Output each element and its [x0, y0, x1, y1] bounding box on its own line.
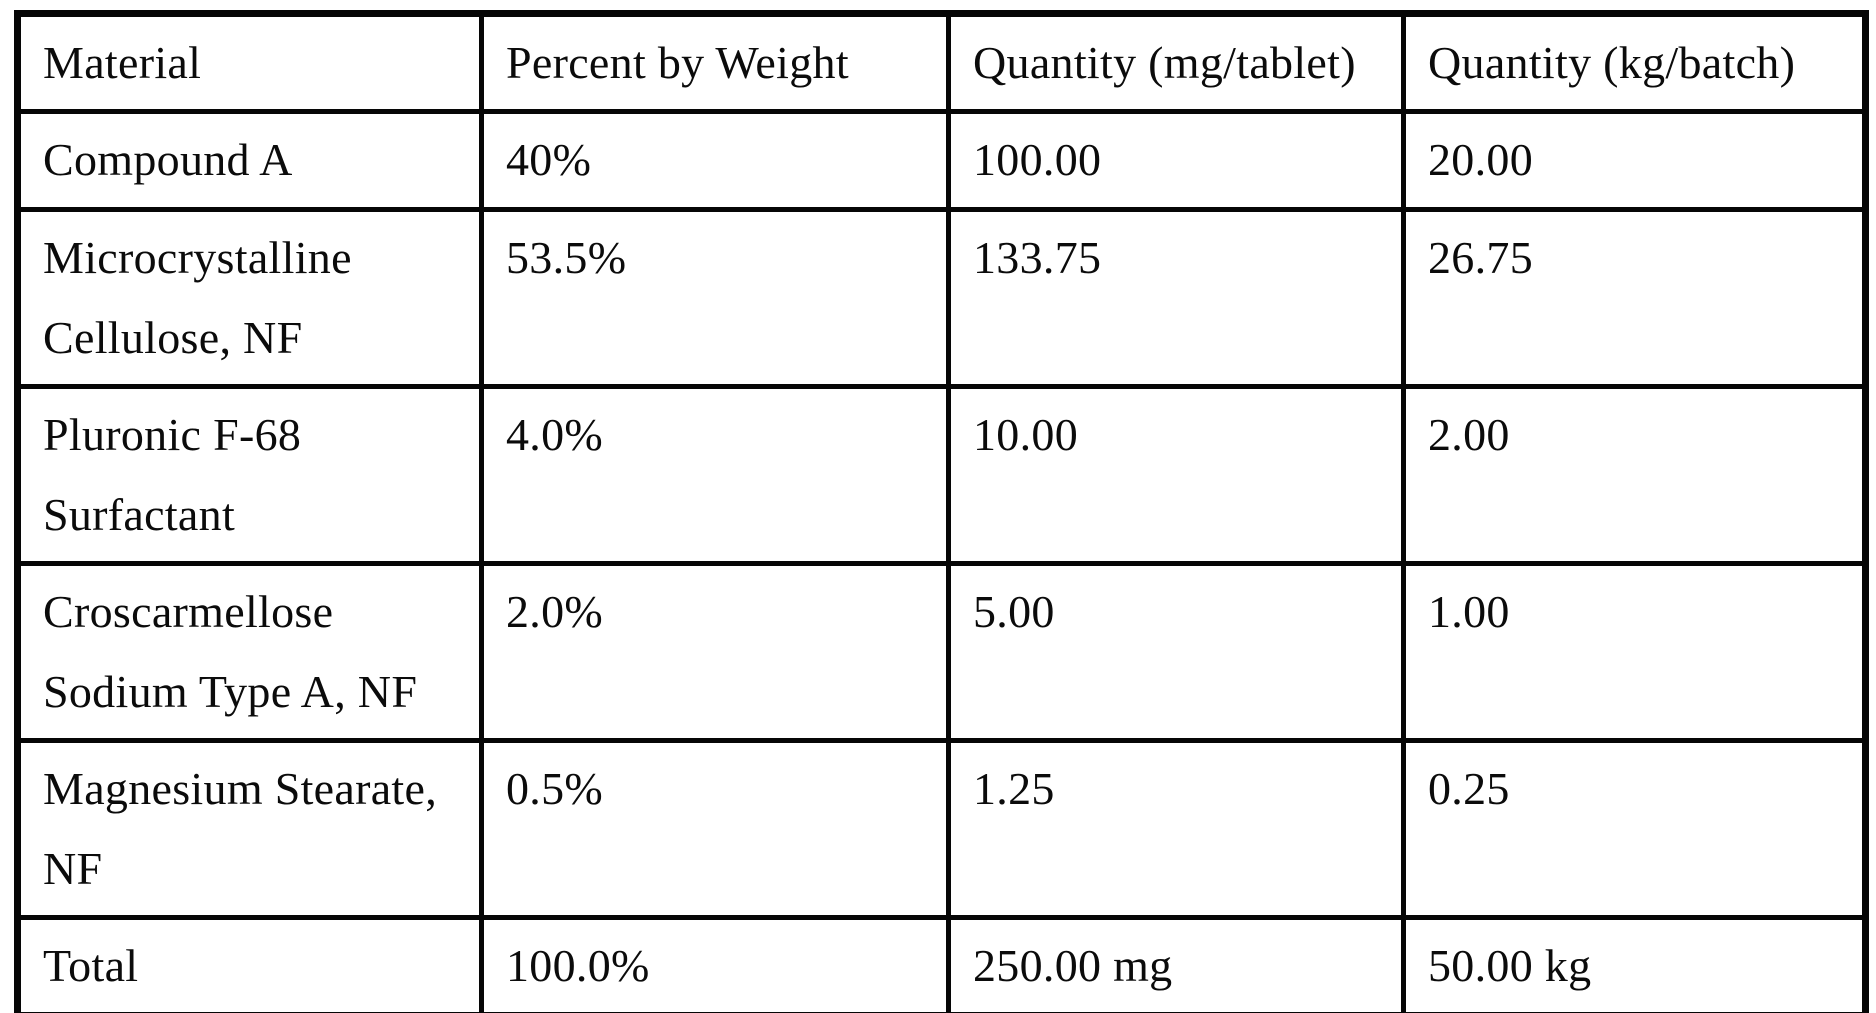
cell-quantity-kg-batch: 20.00 [1401, 109, 1868, 212]
cell-material: Croscarmellose Sodium Type A, NF [15, 561, 484, 743]
cell-quantity-mg-tablet: 133.75 [946, 207, 1406, 389]
table-row: Pluronic F-68 Surfactant 4.0% 10.00 2.00 [15, 384, 1868, 566]
cell-total-kg: 50.00 kg [1401, 915, 1868, 1013]
cell-quantity-mg-tablet: 5.00 [946, 561, 1406, 743]
table-row: Compound A 40% 100.00 20.00 [15, 109, 1868, 212]
cell-quantity-mg-tablet: 100.00 [946, 109, 1406, 212]
table-header-row: Material Percent by Weight Quantity (mg/… [15, 11, 1868, 114]
column-header-quantity-mg-tablet: Quantity (mg/tablet) [946, 11, 1406, 114]
cell-quantity-kg-batch: 26.75 [1401, 207, 1868, 389]
cell-quantity-kg-batch: 1.00 [1401, 561, 1868, 743]
column-header-percent-by-weight: Percent by Weight [479, 11, 951, 114]
cell-quantity-kg-batch: 0.25 [1401, 738, 1868, 920]
table-row: Croscarmellose Sodium Type A, NF 2.0% 5.… [15, 561, 1868, 743]
cell-percent-by-weight: 40% [479, 109, 951, 212]
table-row: Microcrystalline Cellulose, NF 53.5% 133… [15, 207, 1868, 389]
cell-percent-by-weight: 0.5% [479, 738, 951, 920]
cell-total-mg: 250.00 mg [946, 915, 1406, 1013]
cell-total-percent: 100.0% [479, 915, 951, 1013]
cell-material: Pluronic F-68 Surfactant [15, 384, 484, 566]
cell-quantity-mg-tablet: 10.00 [946, 384, 1406, 566]
column-header-material: Material [15, 11, 484, 114]
cell-quantity-kg-batch: 2.00 [1401, 384, 1868, 566]
table-total-row: Total 100.0% 250.00 mg 50.00 kg [15, 915, 1868, 1013]
table-row: Magnesium Stearate, NF 0.5% 1.25 0.25 [15, 738, 1868, 920]
cell-material: Microcrystalline Cellulose, NF [15, 207, 484, 389]
cell-total-label: Total [15, 915, 484, 1013]
cell-percent-by-weight: 4.0% [479, 384, 951, 566]
cell-material: Compound A [15, 109, 484, 212]
column-header-quantity-kg-batch: Quantity (kg/batch) [1401, 11, 1868, 114]
formulation-table: Material Percent by Weight Quantity (mg/… [14, 10, 1869, 1013]
cell-percent-by-weight: 53.5% [479, 207, 951, 389]
cell-quantity-mg-tablet: 1.25 [946, 738, 1406, 920]
cell-percent-by-weight: 2.0% [479, 561, 951, 743]
cell-material: Magnesium Stearate, NF [15, 738, 484, 920]
